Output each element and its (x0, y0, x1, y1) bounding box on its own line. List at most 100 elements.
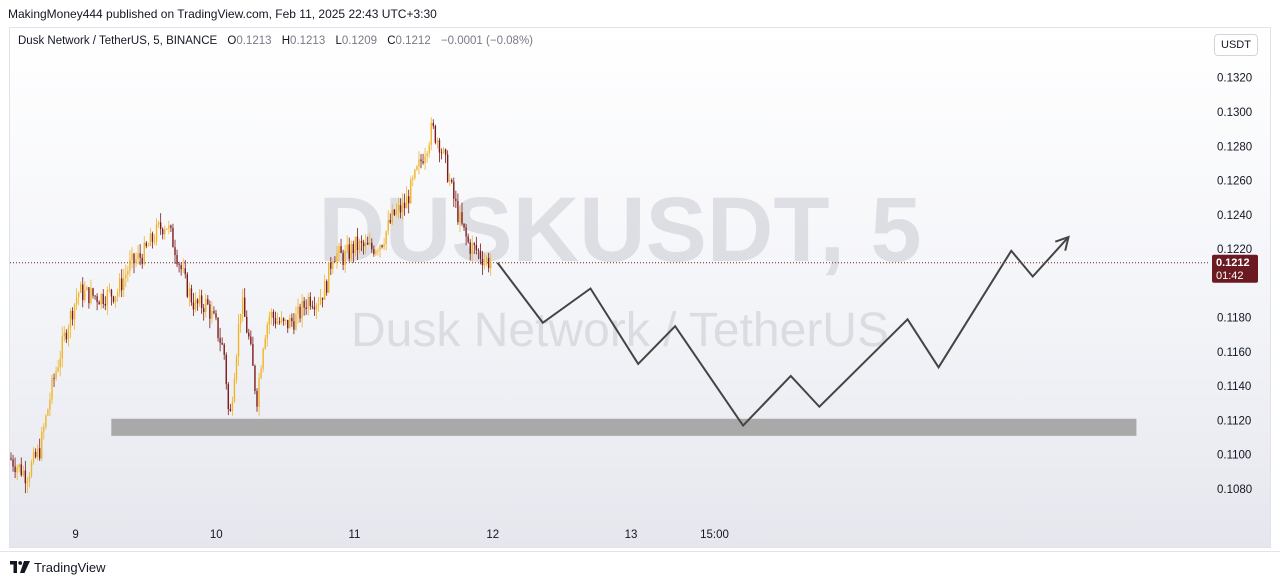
candle-body (311, 305, 314, 307)
candle-body (342, 252, 344, 265)
candle-body (416, 166, 418, 170)
candle-body (270, 311, 273, 317)
candle-body (229, 409, 232, 411)
candle-body (16, 467, 18, 473)
candle-body (293, 321, 295, 330)
price-axis-label: 0.1240 (1217, 210, 1252, 222)
candle-body (307, 296, 309, 310)
candle-body (412, 177, 414, 180)
candle-body (219, 337, 221, 343)
legend-change: −0.0001 (−0.08%) (440, 35, 534, 47)
candle-body (317, 304, 320, 306)
candle-body (399, 205, 402, 213)
legend-symbol: Dusk Network / TetherUS, 5, BINANCE (18, 35, 218, 47)
price-axis-label: 0.1220 (1217, 244, 1252, 256)
time-axis-label: 11 (349, 529, 361, 541)
candle-body (28, 476, 31, 482)
candle-body (12, 459, 14, 467)
candle-body (223, 344, 225, 355)
watermark-name: Dusk Network / TetherUS (351, 304, 889, 357)
candle-body (414, 169, 416, 178)
candle-body (200, 295, 203, 309)
candle-body (137, 253, 139, 260)
candle-body (141, 257, 143, 264)
candle-body (239, 313, 242, 325)
legend-high-label: H (281, 35, 291, 47)
candle-body (467, 236, 469, 243)
candle-body (149, 233, 152, 246)
candle-body (280, 318, 283, 323)
candle-body (18, 464, 20, 468)
time-axis-label: 13 (625, 529, 638, 541)
candle-body (336, 253, 338, 262)
candle-body (69, 310, 72, 329)
tradingview-brand: TradingView (34, 559, 106, 575)
candle-body (301, 300, 303, 319)
candle-body (244, 297, 246, 317)
candle-body (346, 244, 348, 251)
candle-body (438, 140, 441, 153)
projection-path (496, 236, 1070, 428)
time-axis-label: 9 (72, 529, 78, 541)
candle-body (53, 378, 55, 379)
candle-body (289, 317, 291, 329)
candle-body (375, 250, 377, 255)
candle-body (440, 152, 443, 154)
candle-body (162, 229, 164, 235)
candle-body (188, 288, 191, 297)
candle-body (135, 259, 137, 264)
candle-body (36, 448, 39, 457)
candle-body (213, 310, 215, 314)
candle-body (43, 427, 45, 432)
candle-body (383, 244, 385, 247)
candle-body (387, 219, 389, 232)
candle-body (319, 297, 322, 305)
candle-body (207, 299, 209, 305)
candle-body (104, 303, 106, 306)
candle-body (92, 288, 94, 296)
legend-low-label: L (335, 35, 342, 47)
candle-body (41, 431, 43, 459)
candle-body (323, 281, 326, 300)
candle-body (159, 222, 162, 230)
candle-body (426, 153, 428, 157)
candle-body (373, 249, 375, 255)
publish-line: MakingMoney444 published on TradingView.… (8, 7, 437, 21)
candle-body (287, 319, 289, 329)
tradingview-logo[interactable]: TradingView (10, 559, 106, 575)
candle-body (231, 401, 234, 411)
candle-body (153, 241, 156, 243)
candle-body (133, 253, 135, 264)
candle-body (61, 336, 63, 359)
candle-body (88, 287, 90, 304)
candle-body (340, 246, 342, 253)
candle-body (463, 223, 465, 228)
candle-body (371, 242, 373, 250)
legend-high: 0.1213 (290, 35, 326, 47)
candle-body (139, 253, 141, 258)
candle-body (155, 224, 158, 242)
candle-body (405, 196, 408, 209)
candle-body (55, 371, 57, 379)
price-axis-label: 0.1300 (1217, 107, 1252, 119)
currency-button[interactable]: USDT (1214, 34, 1258, 56)
price-chart[interactable]: DUSKUSDT, 5 Dusk Network / TetherUS 0.1320… (10, 28, 1270, 547)
candle-body (80, 284, 82, 293)
candle-body (145, 242, 147, 247)
price-axis-label: 0.1280 (1217, 141, 1252, 153)
candle-body (250, 336, 252, 345)
candle-body (469, 242, 471, 254)
candle-body (455, 198, 457, 201)
price-axis-label: 0.1140 (1217, 381, 1251, 393)
candle-body (471, 243, 473, 254)
price-axis-label: 0.1100 (1217, 450, 1251, 462)
candle-body (252, 344, 254, 366)
candle-body (444, 149, 447, 155)
candle-body (479, 250, 482, 259)
candle-body (315, 305, 318, 310)
chart-panel[interactable]: DUSKUSDT, 5 Dusk Network / TetherUS 0.1320… (9, 27, 1271, 548)
candle-body (186, 274, 188, 297)
candle-body (285, 319, 287, 322)
candle-body (360, 241, 363, 243)
candle-body (65, 332, 68, 340)
